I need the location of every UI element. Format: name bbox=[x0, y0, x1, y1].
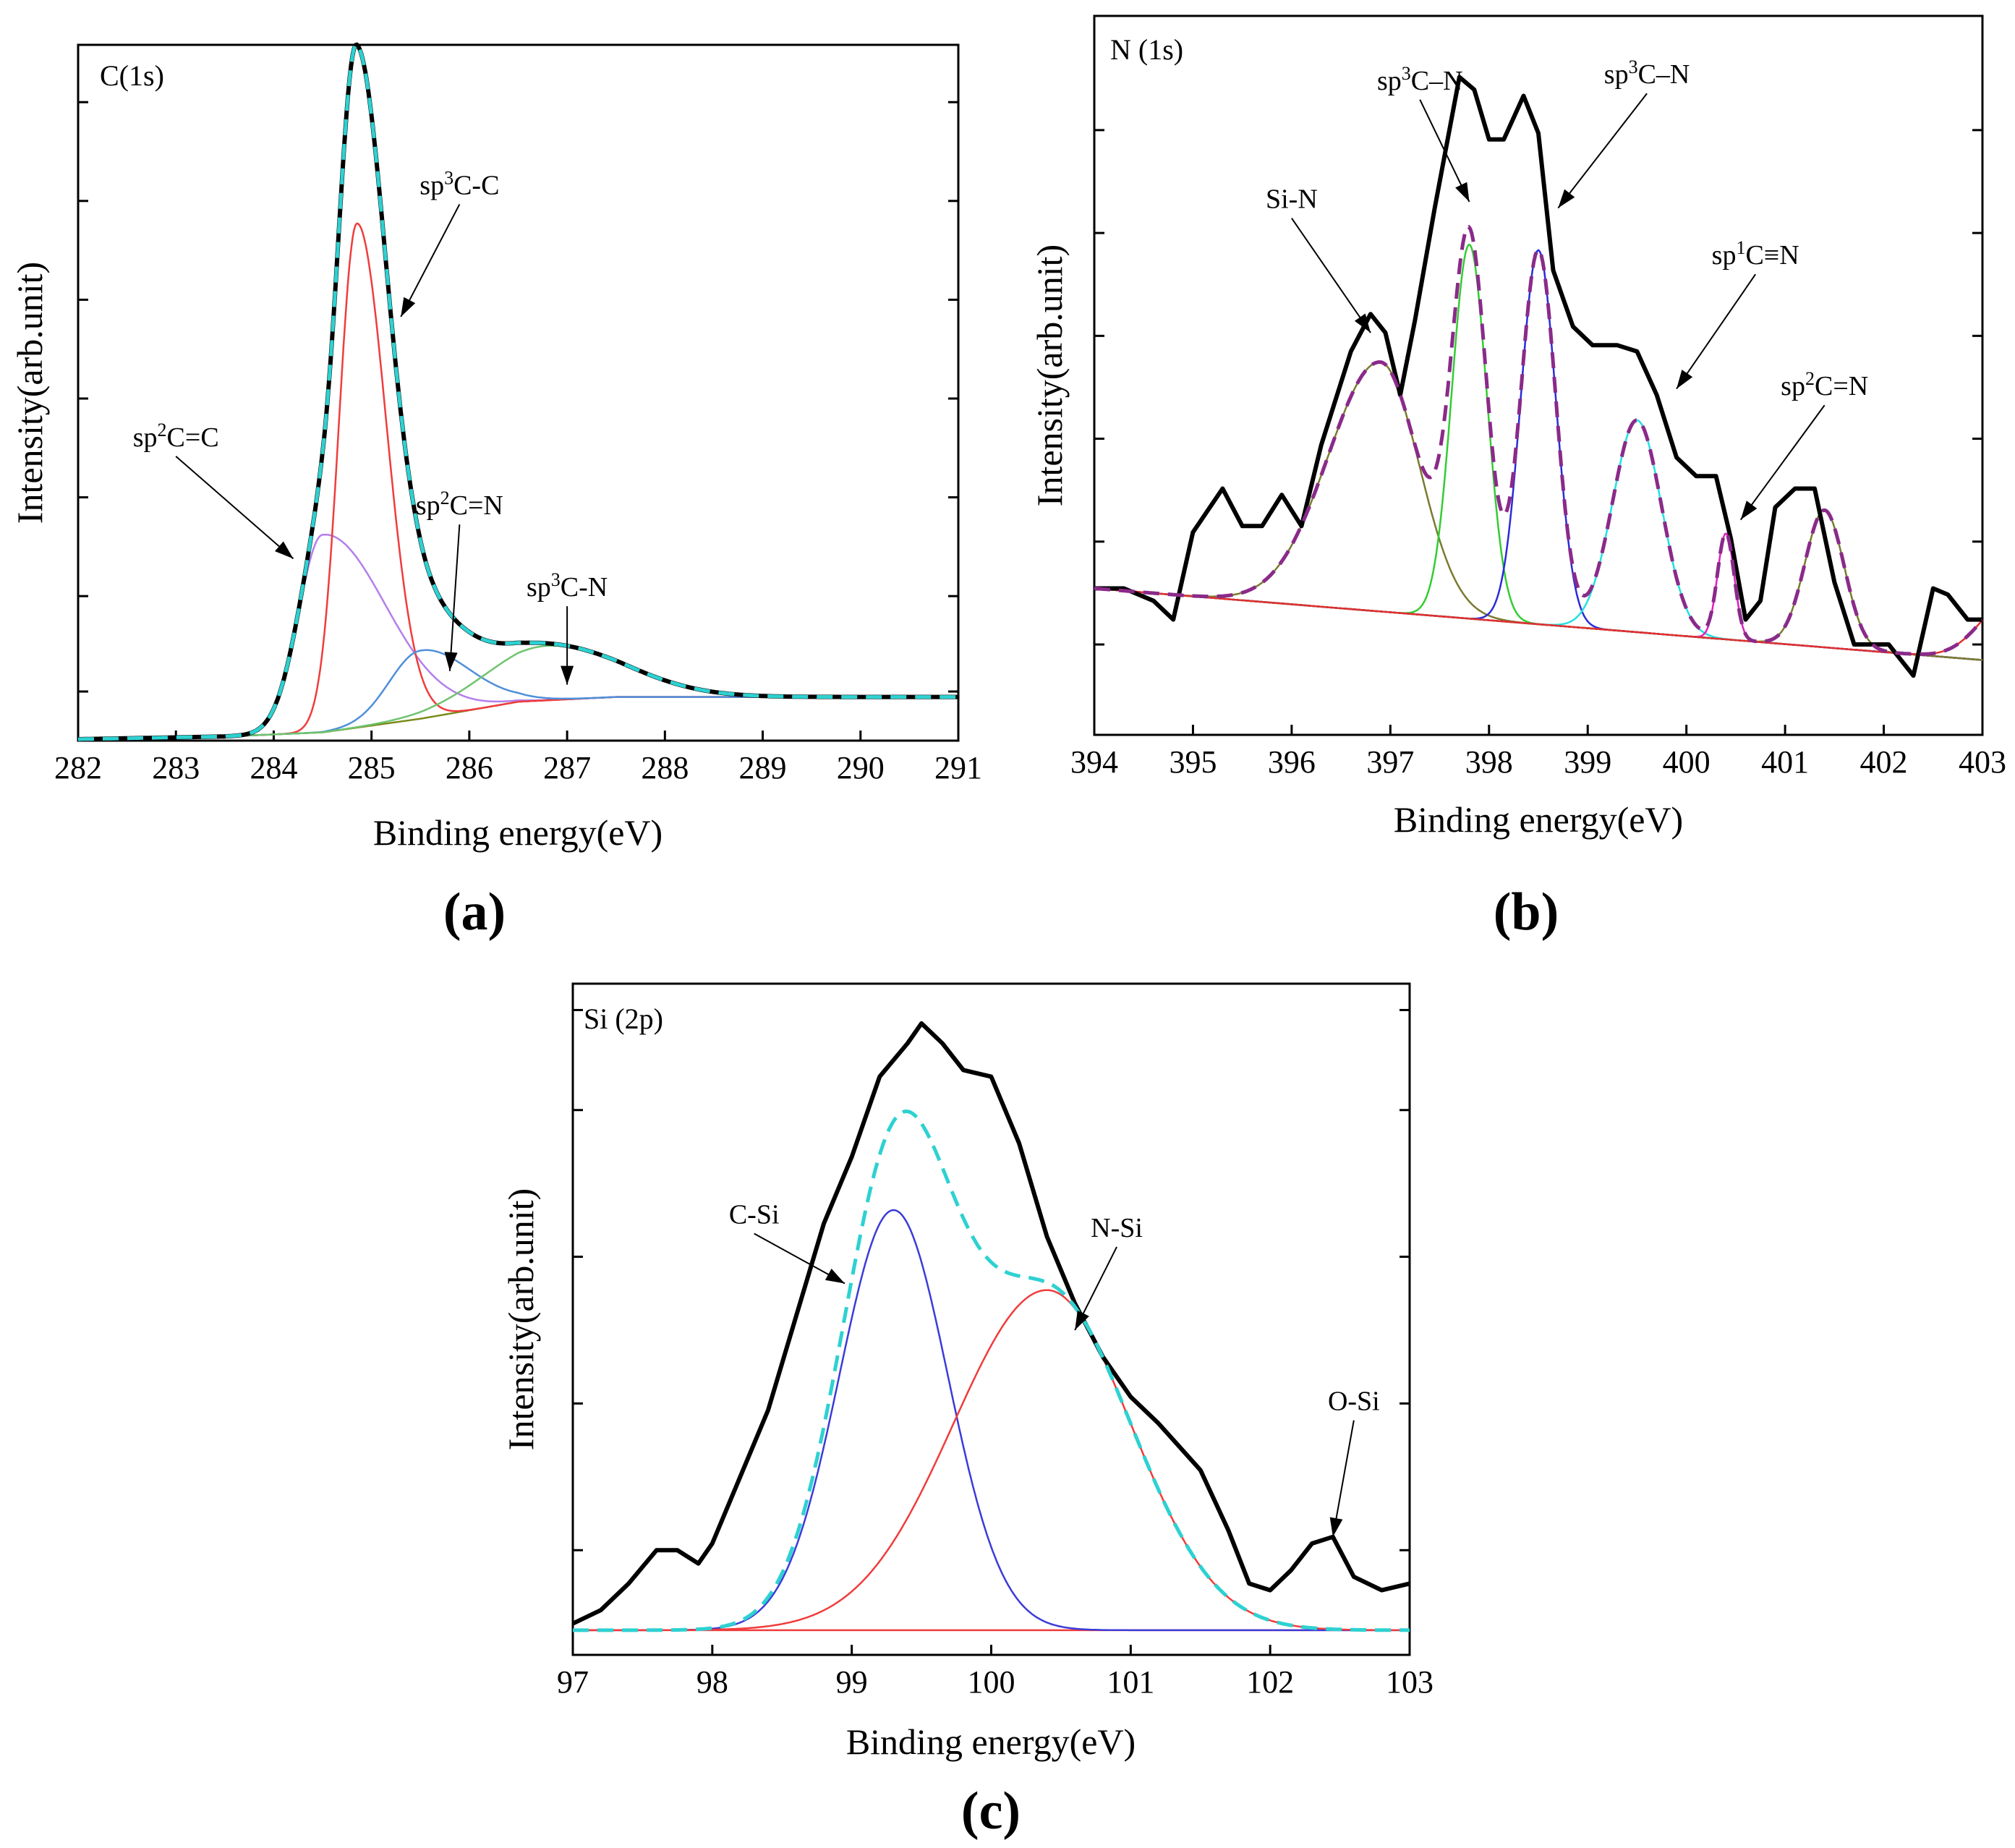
x-tick-label: 288 bbox=[641, 750, 689, 785]
annotation-arrowhead bbox=[825, 1269, 845, 1284]
x-tick-label: 401 bbox=[1761, 744, 1809, 780]
x-tick-label: 287 bbox=[543, 750, 591, 785]
panel-title-c: Si (2p) bbox=[584, 1002, 663, 1035]
plot-frame-c bbox=[571, 982, 1411, 1656]
panel-label-b: (b) bbox=[1494, 882, 1559, 942]
x-tick-label: 103 bbox=[1386, 1664, 1433, 1700]
x-tick-label: 285 bbox=[348, 750, 396, 785]
annotation-arrowhead bbox=[1558, 189, 1575, 208]
annotation-label: sp2C=N bbox=[1781, 368, 1868, 401]
annotation-arrowhead bbox=[1075, 1310, 1089, 1330]
annotation-arrowhead bbox=[444, 652, 458, 671]
panel-a: 282 283 284 285 286 287 288 289 290 291 sp2C=C sp3… bbox=[9, 42, 982, 942]
annotation-label: sp2C=N bbox=[416, 487, 503, 521]
panel-title-b: N (1s) bbox=[1110, 33, 1183, 66]
y-axis-label-a: Intensity(arb.unit) bbox=[9, 262, 50, 524]
x-tick-label: 100 bbox=[968, 1664, 1015, 1700]
annotation-arrow bbox=[1419, 99, 1470, 203]
annotation-label: sp2C=C bbox=[133, 420, 219, 453]
annotation-arrowhead bbox=[1677, 370, 1693, 389]
y-axis-label-b: Intensity(arb.unit) bbox=[1029, 244, 1070, 506]
y-ticks-c bbox=[573, 1008, 1410, 1551]
x-tick-label: 402 bbox=[1860, 744, 1908, 780]
x-tick-label: 398 bbox=[1465, 744, 1513, 780]
peak-n-si bbox=[573, 1289, 1410, 1632]
annotation-arrowhead bbox=[1740, 501, 1758, 520]
annotation-arrow bbox=[1291, 218, 1371, 333]
annotation-arrowhead bbox=[1354, 313, 1371, 333]
x-tick-label: 399 bbox=[1564, 744, 1611, 780]
x-tick-label: 101 bbox=[1107, 1664, 1154, 1700]
annotation-arrow bbox=[448, 524, 461, 671]
panel-title-a: C(1s) bbox=[100, 59, 164, 92]
annotation-arrow bbox=[1332, 1420, 1355, 1537]
annotation-arrowhead bbox=[561, 665, 574, 685]
fitted-curve bbox=[78, 42, 958, 741]
curves-b bbox=[1094, 74, 1984, 678]
x-axis-label-c: Binding energy(eV) bbox=[846, 1721, 1136, 1762]
x-tick-label: 394 bbox=[1070, 744, 1118, 780]
y-ticks-b bbox=[1094, 129, 1982, 646]
peak-c-si bbox=[573, 1209, 1410, 1632]
x-tick-label: 403 bbox=[1959, 744, 2006, 780]
annotation-label: sp1C≡N bbox=[1712, 237, 1799, 271]
annotation-arrow bbox=[400, 203, 461, 318]
x-ticks-b: 394 395 396 397 398 399 400 401 402 403 bbox=[1070, 725, 2006, 780]
x-tick-label: 397 bbox=[1366, 744, 1414, 780]
x-tick-label: 290 bbox=[837, 750, 885, 785]
experimental-curve bbox=[1094, 74, 1982, 678]
plot-frame-a bbox=[77, 43, 960, 742]
x-tick-label: 291 bbox=[934, 750, 982, 785]
y-axis-label-c: Intensity(arb.unit) bbox=[500, 1188, 541, 1450]
x-tick-label: 286 bbox=[446, 750, 493, 785]
annotation-label: N-Si bbox=[1091, 1213, 1143, 1243]
annotation-arrow bbox=[175, 456, 294, 560]
curves-a bbox=[77, 42, 959, 741]
experimental-curve bbox=[571, 1021, 1410, 1626]
annotation-label: sp3C–N bbox=[1604, 56, 1690, 90]
annotation-label: sp3C–N bbox=[1377, 63, 1463, 96]
x-ticks-c: 97 98 99 100 101 102 103 bbox=[557, 1645, 1433, 1700]
annotations-c: C-Si N-Si O-Si bbox=[729, 1199, 1380, 1537]
x-axis-label-a: Binding energy(eV) bbox=[373, 812, 663, 853]
x-tick-label: 289 bbox=[739, 750, 787, 785]
annotation-arrowhead bbox=[275, 541, 294, 559]
curves-c bbox=[571, 1021, 1410, 1632]
y-ticks-a bbox=[78, 101, 958, 693]
annotation-arrowhead bbox=[1455, 182, 1470, 202]
annotation-arrow bbox=[1739, 404, 1826, 521]
x-tick-label: 98 bbox=[696, 1664, 728, 1700]
annotation-arrow bbox=[1557, 93, 1648, 209]
annotation-arrow bbox=[1676, 273, 1757, 390]
annotation-label: Si-N bbox=[1266, 184, 1318, 215]
annotation-label: sp3C-N bbox=[527, 569, 608, 602]
x-tick-label: 400 bbox=[1663, 744, 1711, 780]
x-ticks-a: 282 283 284 285 286 287 288 289 290 291 bbox=[54, 731, 982, 785]
x-tick-label: 284 bbox=[250, 750, 297, 785]
annotation-arrowhead bbox=[401, 297, 416, 317]
x-tick-label: 99 bbox=[836, 1664, 868, 1700]
fitted-curve bbox=[1094, 224, 1984, 656]
annotation-arrowhead bbox=[1329, 1517, 1343, 1537]
x-axis-label-b: Binding energy(eV) bbox=[1394, 799, 1683, 840]
x-tick-label: 395 bbox=[1169, 744, 1217, 780]
peak-402-9-component bbox=[1094, 587, 1983, 655]
x-tick-label: 97 bbox=[557, 1664, 589, 1700]
x-tick-label: 396 bbox=[1268, 744, 1316, 780]
fitted-curve bbox=[573, 1109, 1410, 1632]
annotations-a: sp2C=C sp3C-C sp2C=N sp3C-N bbox=[133, 167, 608, 685]
panel-c: 97 98 99 100 101 102 103 C-Si N-SiO-Si Si (2p) … bbox=[500, 982, 1433, 1841]
panel-label-c: (c) bbox=[961, 1781, 1021, 1841]
annotation-label: O-Si bbox=[1328, 1387, 1380, 1417]
x-tick-label: 102 bbox=[1246, 1664, 1294, 1700]
panel-b: 394 395 396 397 398 399 400 401 402 403 Si-N sp3C–… bbox=[1029, 14, 2006, 942]
x-tick-label: 282 bbox=[54, 750, 102, 785]
annotation-label: sp3C-C bbox=[419, 167, 499, 200]
annotation-label: C-Si bbox=[729, 1199, 780, 1230]
x-tick-label: 283 bbox=[152, 750, 200, 785]
annotations-b: Si-N sp3C–N sp3C–N sp1C≡N sp2C=N bbox=[1266, 56, 1868, 521]
panel-label-a: (a) bbox=[443, 882, 506, 942]
